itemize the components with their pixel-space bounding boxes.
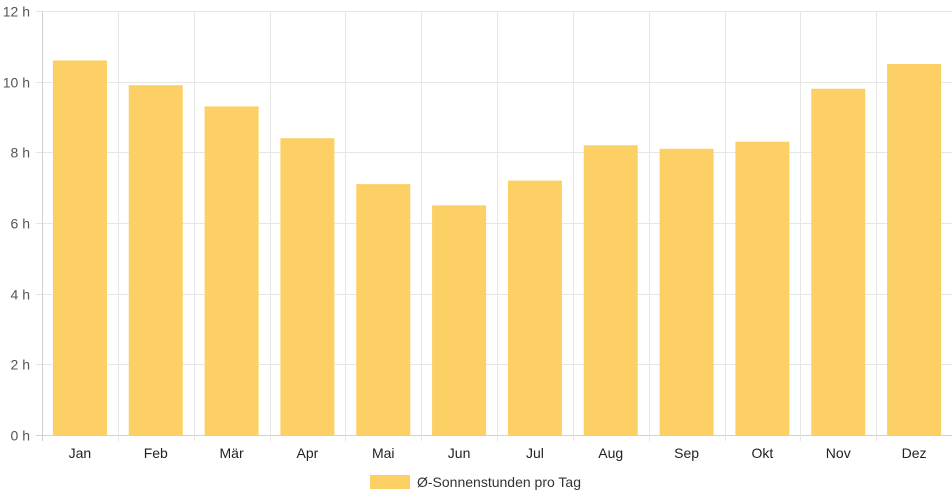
y-tick-label: 8 h: [11, 145, 30, 161]
y-axis-ticks: 0 h 2 h 4 h 6 h 8 h 10 h 12 h: [3, 4, 30, 444]
bars: [52, 60, 942, 436]
x-tick-label: Apr: [297, 445, 319, 461]
bar-nov[interactable]: [811, 88, 866, 435]
y-tick-label: 6 h: [11, 216, 30, 232]
bar-aug[interactable]: [583, 145, 638, 435]
y-tick-label: 10 h: [3, 75, 30, 91]
x-tick-label: Mai: [372, 445, 395, 461]
bar-feb[interactable]: [128, 85, 183, 435]
x-tick-label: Sep: [674, 445, 699, 461]
x-axis-ticks: Jan Feb Mär Apr Mai Jun Jul Aug Sep Okt Nov Dez: [69, 445, 927, 461]
bar-sep[interactable]: [659, 148, 714, 436]
x-tick-label: Nov: [826, 445, 851, 461]
x-tick-label: Okt: [752, 445, 774, 461]
y-tick-label: 2 h: [11, 357, 30, 373]
bar-jul[interactable]: [507, 180, 562, 435]
bar-okt[interactable]: [735, 141, 790, 435]
bar-jun[interactable]: [432, 205, 487, 435]
x-tick-label: Jul: [526, 445, 544, 461]
bar-mai[interactable]: [356, 184, 411, 435]
legend[interactable]: Ø-Sonnenstunden pro Tag: [370, 474, 581, 490]
x-tick-label: Jan: [69, 445, 92, 461]
legend-label: Ø-Sonnenstunden pro Tag: [417, 474, 581, 490]
bar-jan[interactable]: [52, 60, 107, 435]
x-tick-label: Dez: [902, 445, 927, 461]
x-tick-label: Jun: [448, 445, 471, 461]
y-tick-label: 4 h: [11, 287, 30, 303]
legend-swatch: [370, 475, 410, 489]
y-tick-label: 0 h: [11, 428, 30, 444]
grid: [36, 11, 952, 441]
y-tick-label: 12 h: [3, 4, 30, 20]
x-tick-label: Aug: [598, 445, 623, 461]
bar-mär[interactable]: [204, 106, 259, 436]
x-tick-label: Mär: [220, 445, 244, 461]
x-tick-label: Feb: [144, 445, 168, 461]
bar-dez[interactable]: [887, 64, 942, 435]
bar-apr[interactable]: [280, 138, 335, 435]
